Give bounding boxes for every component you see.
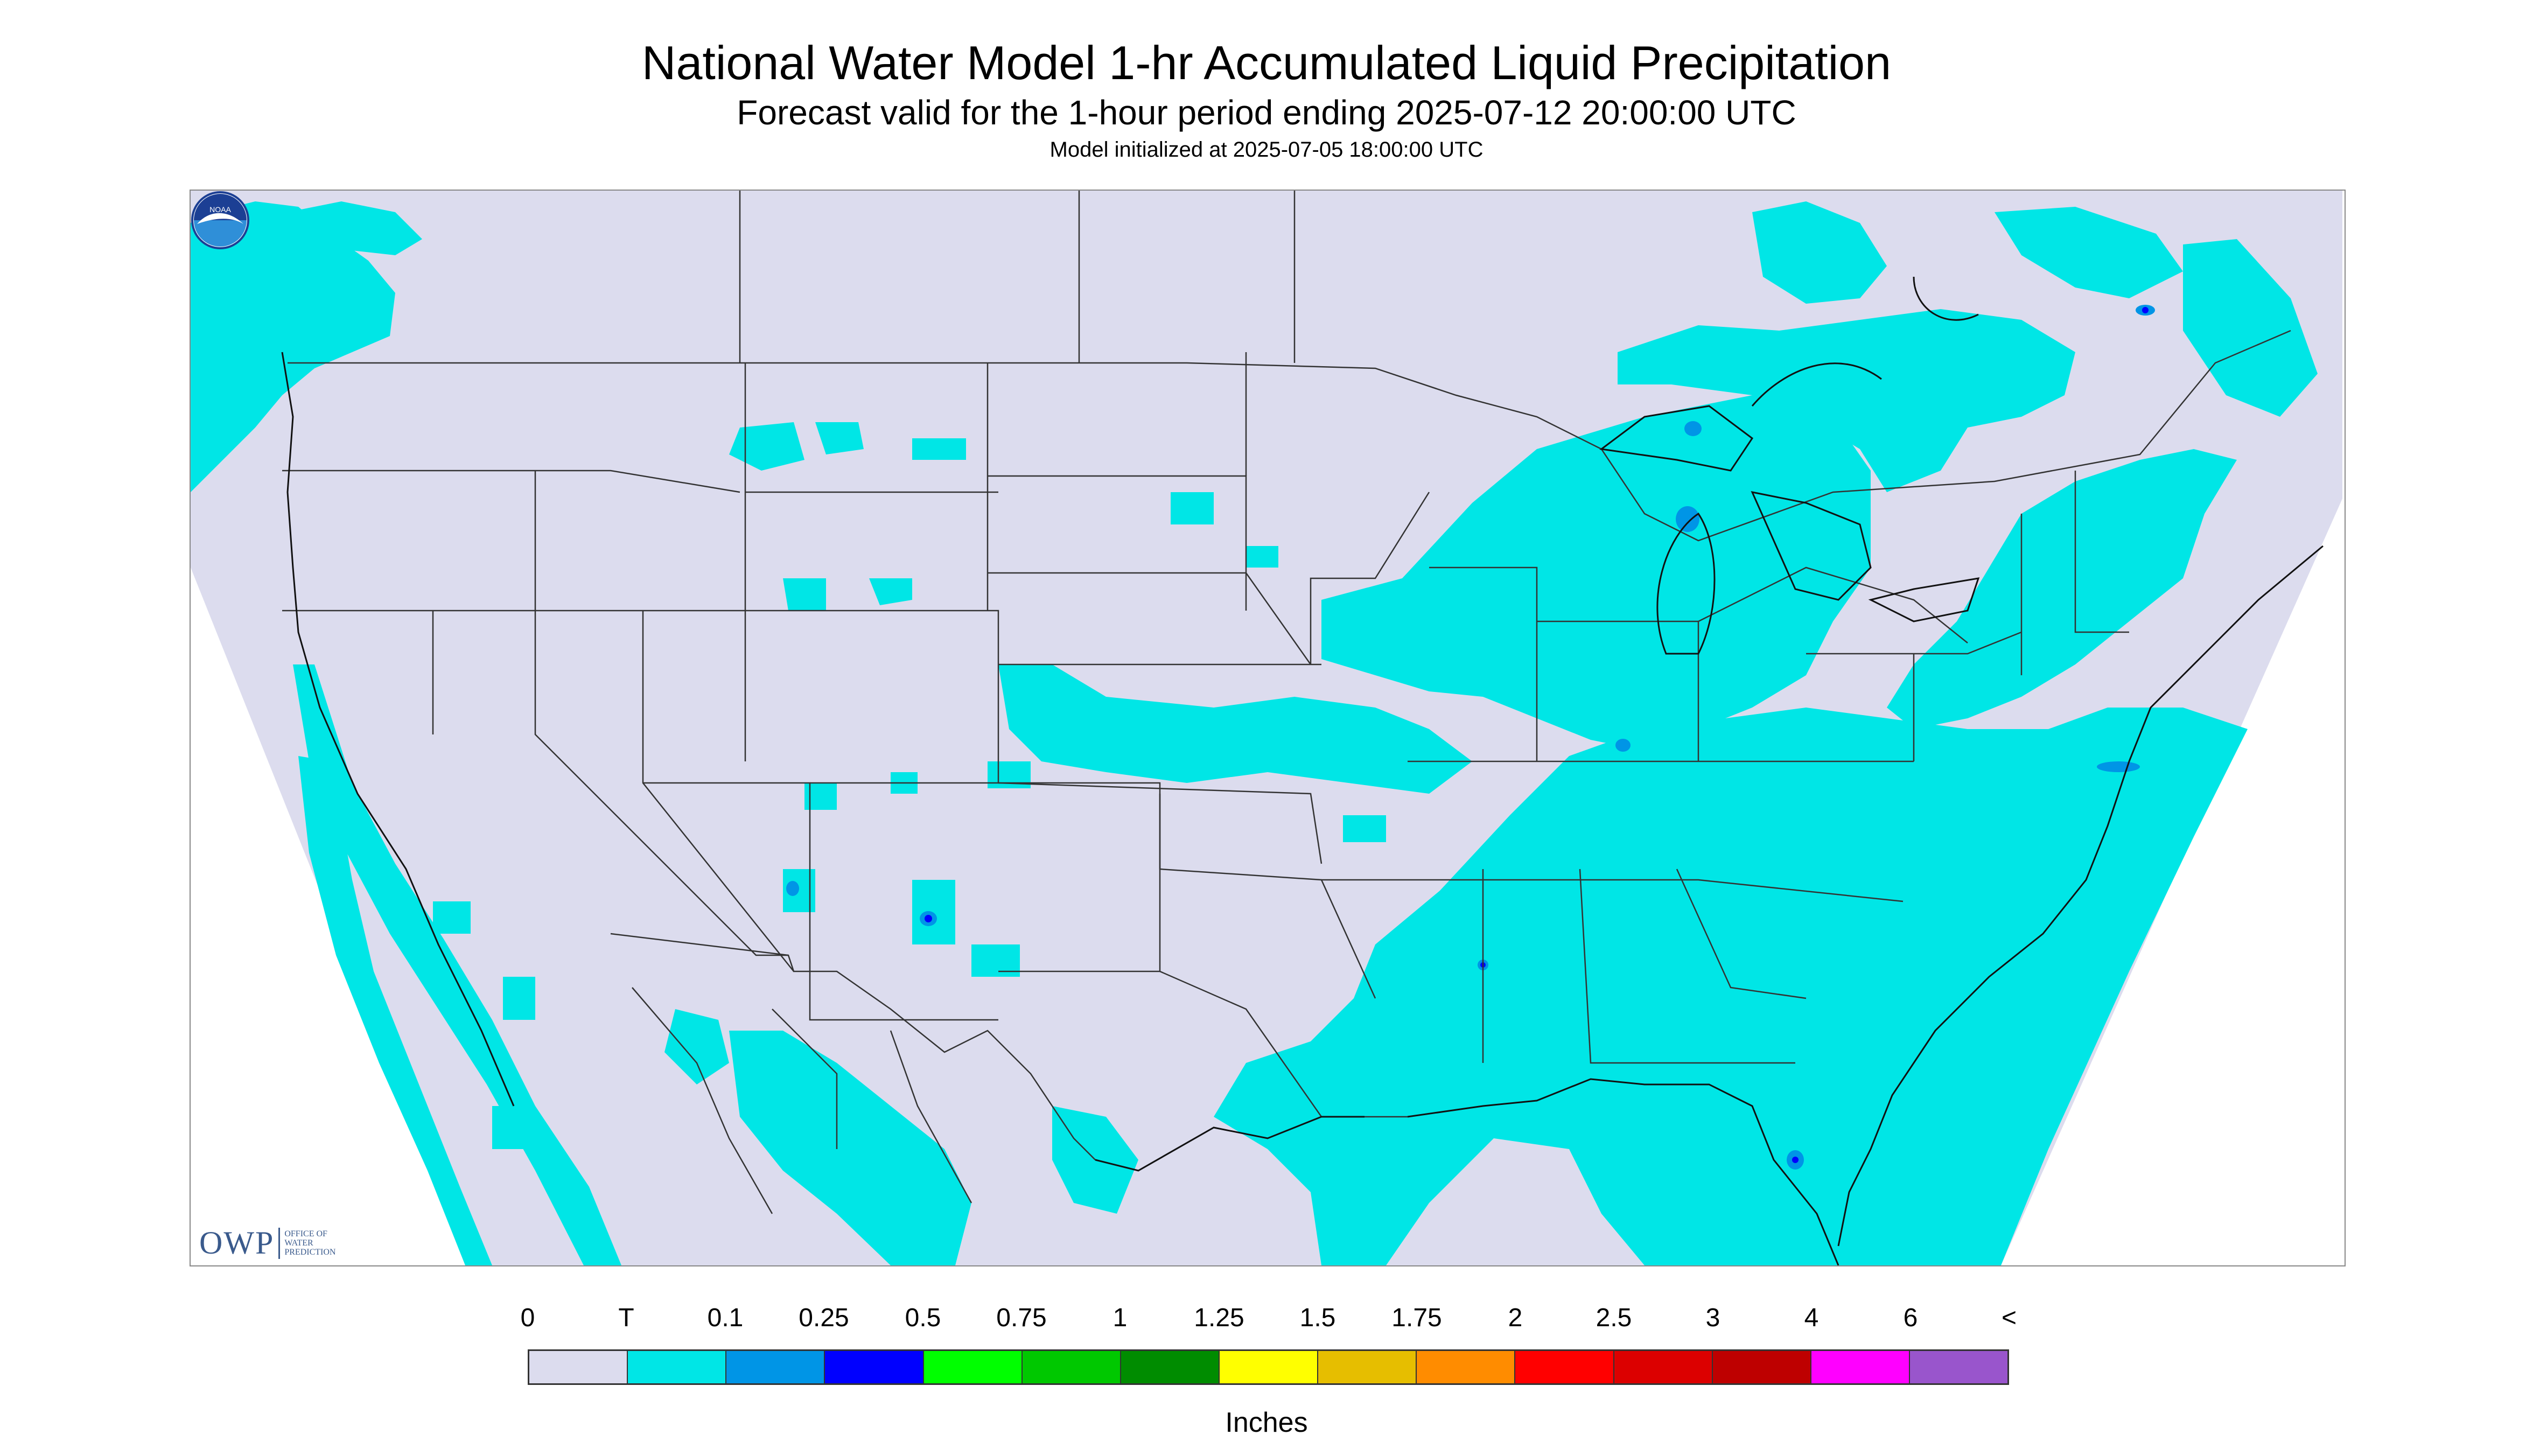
legend-label: 0.5 [905,1304,941,1332]
state-boundaries [282,191,2291,1214]
legend-label: 0 [520,1304,535,1332]
peak-precip-cells [925,307,2149,1163]
legend-units: Inches [1225,1407,1308,1438]
forecast-valid-line: Forecast valid for the 1-hour period end… [737,93,1796,132]
legend-label: 1.75 [1391,1304,1442,1332]
map-title: National Water Model 1-hr Accumulated Li… [641,36,1892,89]
legend-label: < [2001,1304,2017,1332]
owp-logo-divider [278,1227,281,1259]
legend-label: 0.25 [799,1304,849,1332]
legend-label: 2 [1508,1304,1523,1332]
legend-swatch [1811,1351,1910,1383]
legend-swatch [923,1351,1023,1383]
legend-swatch [1909,1351,2008,1383]
legend-label: 0.1 [707,1304,744,1332]
legend-swatch [726,1351,825,1383]
legend-label: 0.75 [996,1304,1047,1332]
owp-logo-mark: OWP [199,1225,275,1261]
legend-swatch [1219,1351,1319,1383]
legend-swatch [1318,1351,1417,1383]
legend-swatch [1022,1351,1121,1383]
owp-logo-text: OFFICE OF WATER PREDICTION [284,1229,336,1257]
legend-colorbar [528,1349,2009,1385]
legend-swatch [1417,1351,1516,1383]
heavier-precip-cells [786,305,2155,1170]
legend-label: 3 [1705,1304,1720,1332]
map-canvas [191,191,2342,1265]
noaa-logo-text: NOAA [209,205,231,214]
precipitation-map: OWP OFFICE OF WATER PREDICTION NOAA [190,190,2346,1266]
coastlines [281,276,2324,1265]
legend-label: 6 [1903,1304,1918,1332]
legend-label: 1 [1112,1304,1128,1332]
legend-swatch [628,1351,727,1383]
legend-swatch [529,1351,628,1383]
legend-swatch [1614,1351,1713,1383]
model-init-line: Model initialized at 2025-07-05 18:00:00… [1049,138,1484,162]
legend-swatch [1121,1351,1220,1383]
legend-swatch [825,1351,924,1383]
legend-label: 1.5 [1299,1304,1336,1332]
noaa-logo: NOAA [191,191,249,249]
legend-swatch [1515,1351,1614,1383]
legend-label: 2.5 [1596,1304,1632,1332]
owp-logo: OWP OFFICE OF WATER PREDICTION [199,1224,335,1262]
legend-label: T [618,1304,634,1332]
legend-label: 1.25 [1194,1304,1244,1332]
legend-swatch [1712,1351,1811,1383]
legend-label: 4 [1804,1304,1819,1332]
